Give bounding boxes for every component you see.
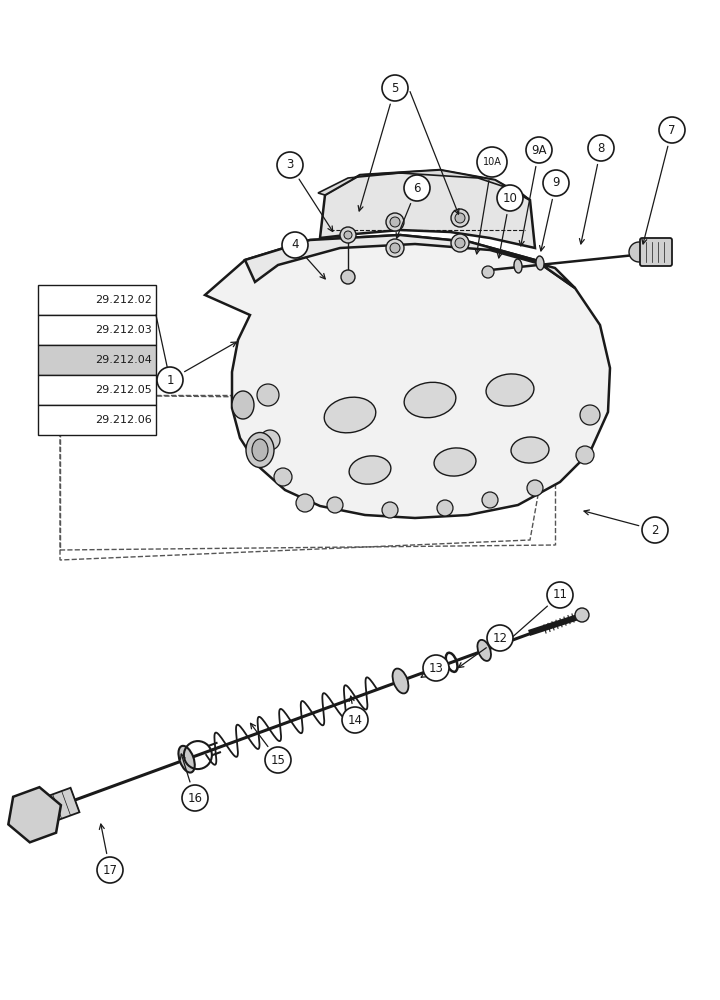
Text: 1: 1 bbox=[166, 373, 174, 386]
Ellipse shape bbox=[349, 456, 391, 484]
Text: 29.212.02: 29.212.02 bbox=[95, 295, 152, 305]
Circle shape bbox=[390, 243, 400, 253]
FancyBboxPatch shape bbox=[38, 345, 156, 375]
Polygon shape bbox=[320, 170, 535, 248]
Circle shape bbox=[629, 242, 649, 262]
Text: 10: 10 bbox=[503, 192, 518, 205]
Text: 11: 11 bbox=[552, 588, 567, 601]
Circle shape bbox=[527, 480, 543, 496]
Circle shape bbox=[455, 238, 465, 248]
Circle shape bbox=[588, 135, 614, 161]
Circle shape bbox=[296, 494, 314, 512]
Circle shape bbox=[451, 209, 469, 227]
Circle shape bbox=[547, 582, 573, 608]
Circle shape bbox=[543, 170, 569, 196]
Text: 9A: 9A bbox=[531, 143, 546, 156]
Circle shape bbox=[274, 468, 292, 486]
Text: 9: 9 bbox=[552, 176, 559, 190]
Ellipse shape bbox=[392, 669, 408, 693]
FancyBboxPatch shape bbox=[38, 375, 156, 405]
Text: 2: 2 bbox=[652, 524, 659, 536]
Ellipse shape bbox=[246, 432, 274, 468]
Circle shape bbox=[277, 152, 303, 178]
Circle shape bbox=[526, 137, 552, 163]
FancyBboxPatch shape bbox=[38, 315, 156, 345]
Polygon shape bbox=[318, 170, 530, 200]
Ellipse shape bbox=[477, 640, 491, 661]
Circle shape bbox=[182, 785, 208, 811]
Circle shape bbox=[282, 232, 308, 258]
Circle shape bbox=[340, 227, 356, 243]
Polygon shape bbox=[9, 787, 61, 842]
Polygon shape bbox=[205, 235, 610, 518]
Ellipse shape bbox=[404, 382, 456, 418]
Text: 7: 7 bbox=[668, 123, 676, 136]
Circle shape bbox=[327, 497, 343, 513]
Text: 17: 17 bbox=[102, 863, 117, 876]
Circle shape bbox=[404, 175, 430, 201]
Circle shape bbox=[390, 217, 400, 227]
Text: 8: 8 bbox=[598, 141, 605, 154]
Circle shape bbox=[642, 517, 668, 543]
Text: 29.212.05: 29.212.05 bbox=[95, 385, 152, 395]
Text: 12: 12 bbox=[492, 632, 508, 645]
Text: 16: 16 bbox=[187, 792, 202, 804]
Text: 3: 3 bbox=[287, 158, 294, 172]
Text: 5: 5 bbox=[391, 82, 399, 95]
Circle shape bbox=[580, 405, 600, 425]
Circle shape bbox=[451, 234, 469, 252]
Ellipse shape bbox=[179, 746, 194, 773]
Circle shape bbox=[97, 857, 123, 883]
Text: 29.212.04: 29.212.04 bbox=[95, 355, 152, 365]
Circle shape bbox=[477, 147, 507, 177]
Ellipse shape bbox=[232, 391, 254, 419]
Circle shape bbox=[482, 492, 498, 508]
Circle shape bbox=[382, 75, 408, 101]
Ellipse shape bbox=[514, 259, 522, 273]
Circle shape bbox=[497, 185, 523, 211]
Circle shape bbox=[575, 608, 589, 622]
Text: 29.212.06: 29.212.06 bbox=[95, 415, 152, 425]
Text: 29.212.03: 29.212.03 bbox=[95, 325, 152, 335]
Circle shape bbox=[257, 384, 279, 406]
Circle shape bbox=[260, 430, 280, 450]
Ellipse shape bbox=[434, 448, 476, 476]
Text: 15: 15 bbox=[271, 754, 285, 766]
Text: 13: 13 bbox=[428, 662, 444, 674]
Text: 4: 4 bbox=[292, 238, 299, 251]
Polygon shape bbox=[245, 235, 575, 288]
Circle shape bbox=[386, 213, 404, 231]
Ellipse shape bbox=[324, 397, 376, 433]
Text: 14: 14 bbox=[348, 714, 362, 726]
FancyBboxPatch shape bbox=[38, 285, 156, 315]
FancyBboxPatch shape bbox=[38, 405, 156, 435]
Circle shape bbox=[386, 239, 404, 257]
Circle shape bbox=[487, 625, 513, 651]
Text: 6: 6 bbox=[413, 182, 420, 194]
Circle shape bbox=[482, 266, 494, 278]
Circle shape bbox=[382, 502, 398, 518]
Circle shape bbox=[455, 213, 465, 223]
Circle shape bbox=[423, 655, 449, 681]
Circle shape bbox=[157, 367, 183, 393]
Circle shape bbox=[437, 500, 453, 516]
Text: 10A: 10A bbox=[482, 157, 501, 167]
Circle shape bbox=[576, 446, 594, 464]
Circle shape bbox=[342, 707, 368, 733]
Ellipse shape bbox=[511, 437, 549, 463]
Circle shape bbox=[341, 270, 355, 284]
FancyBboxPatch shape bbox=[640, 238, 672, 266]
Circle shape bbox=[344, 231, 352, 239]
Circle shape bbox=[265, 747, 291, 773]
Ellipse shape bbox=[252, 439, 268, 461]
Circle shape bbox=[659, 117, 685, 143]
Polygon shape bbox=[35, 788, 79, 825]
Ellipse shape bbox=[486, 374, 534, 406]
Ellipse shape bbox=[536, 256, 544, 270]
